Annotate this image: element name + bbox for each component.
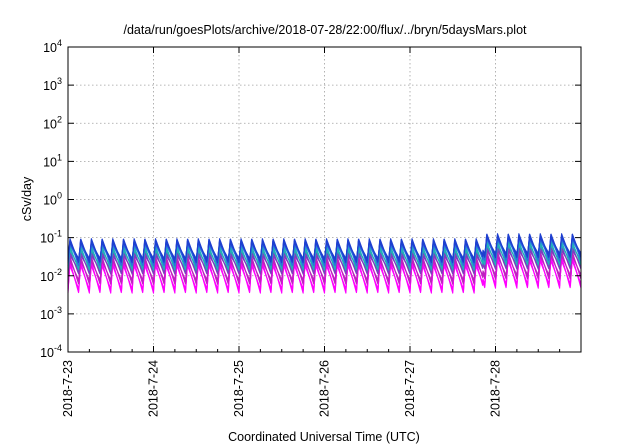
series-line	[67, 255, 582, 281]
x-tick-label: 2018-7-23	[61, 360, 75, 417]
y-axis-ticks: 10-4 10-3 10-2 10-1 100 101 102 103 104	[40, 38, 581, 360]
series-line	[67, 255, 582, 294]
series-line	[67, 233, 582, 264]
series-line	[67, 251, 582, 285]
y-axis-label: cSv/day	[20, 176, 34, 221]
x-axis-label: Coordinated Universal Time (UTC)	[228, 430, 420, 444]
series-line	[67, 235, 582, 261]
series-line	[67, 242, 582, 269]
y-tick-label: 103	[43, 76, 62, 93]
x-tick-label: 2018-7-27	[403, 360, 417, 417]
y-tick-label: 101	[43, 152, 62, 169]
x-axis-ticks: 2018-7-23 2018-7-24 2018-7-25 2018-7-26 2018…	[61, 47, 561, 417]
y-tick-label: 10-1	[40, 229, 62, 246]
y-tick-label: 10-2	[40, 267, 62, 284]
y-tick-label: 100	[43, 191, 62, 208]
series-line	[67, 240, 582, 271]
x-tick-label: 2018-7-24	[147, 360, 161, 417]
y-tick-label: 10-3	[40, 305, 62, 322]
series-line	[67, 245, 582, 275]
series-line	[67, 258, 582, 292]
grid	[68, 47, 581, 352]
y-tick-label: 10-4	[40, 343, 62, 360]
series-layer	[67, 233, 582, 294]
series-line	[67, 260, 582, 290]
y-tick-label: 104	[43, 38, 62, 55]
series-line	[67, 235, 582, 267]
x-tick-label: 2018-7-26	[318, 360, 332, 417]
y-tick-label: 102	[43, 114, 62, 131]
chart-title: /data/run/goesPlots/archive/2018-07-28/2…	[123, 23, 527, 37]
series-line	[67, 247, 582, 273]
series-line	[67, 237, 582, 259]
series-line	[67, 237, 582, 265]
series-line	[67, 253, 582, 283]
x-tick-label: 2018-7-25	[232, 360, 246, 417]
x-tick-label: 2018-7-28	[489, 360, 503, 417]
